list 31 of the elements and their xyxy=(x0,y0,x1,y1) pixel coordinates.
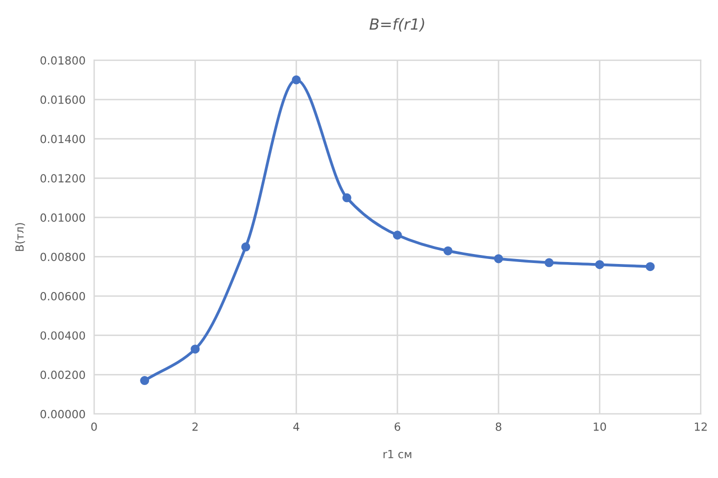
x-tick-label: 6 xyxy=(394,422,400,431)
point xyxy=(140,376,150,386)
point xyxy=(544,258,554,268)
point xyxy=(646,262,655,272)
y-tick-label: 0.00600 xyxy=(40,292,85,300)
chart-title: B=f(r1) xyxy=(370,18,424,32)
point xyxy=(443,246,452,256)
y-tick-label: 0.00800 xyxy=(40,252,85,262)
point xyxy=(241,242,250,252)
point xyxy=(342,193,352,202)
point xyxy=(392,230,402,240)
y-tick-label: 0.00200 xyxy=(40,370,85,380)
y-axis-title: B(тл) xyxy=(15,223,26,251)
y-tick-label: 0.01200 xyxy=(40,174,85,183)
x-tick-label: 12 xyxy=(694,422,707,431)
x-tick-label: 2 xyxy=(192,422,198,431)
y-tick-label: 0.00000 xyxy=(40,410,85,418)
point xyxy=(494,254,504,264)
point xyxy=(595,260,604,270)
point xyxy=(292,75,301,84)
point xyxy=(190,344,200,354)
x-tick-label: 10 xyxy=(594,422,606,431)
y-tick-label: 0.00400 xyxy=(40,331,85,340)
y-tick-label: 0.01000 xyxy=(40,213,85,222)
x-tick-label: 0 xyxy=(91,422,97,431)
y-tick-label: 0.01600 xyxy=(40,96,85,104)
y-tick-label: 0.01400 xyxy=(40,134,85,144)
x-axis-title: r1 см xyxy=(384,450,412,458)
x-tick-label: 4 xyxy=(293,422,300,431)
x-tick-label: 8 xyxy=(496,422,502,431)
y-tick-label: 0.01800 xyxy=(40,56,85,65)
